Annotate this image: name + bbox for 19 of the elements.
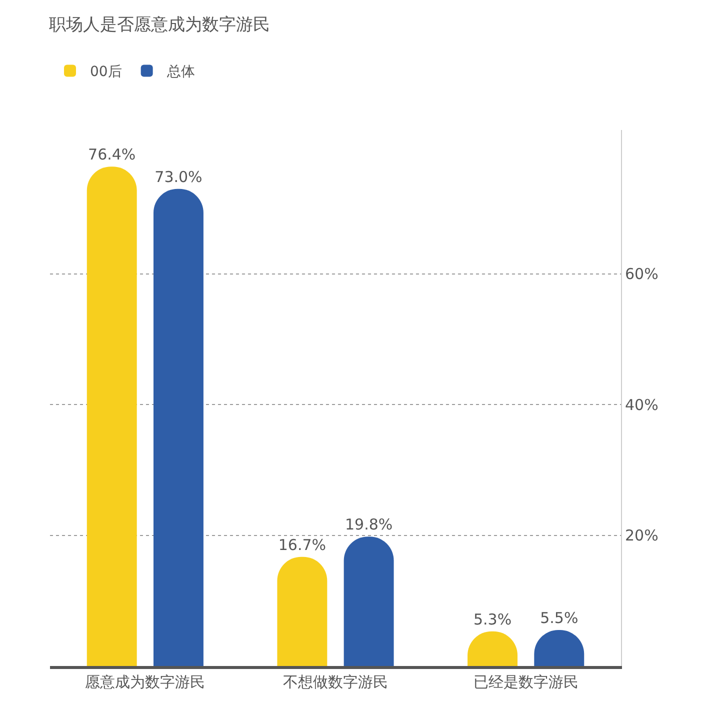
y-tick-label: 60% (625, 265, 658, 284)
bar (277, 556, 328, 666)
bar (344, 536, 394, 666)
x-tick-label: 不想做数字游民 (283, 673, 388, 691)
y-tick-label: 20% (625, 526, 658, 545)
bar (153, 188, 204, 666)
x-tick-label: 愿意成为数字游民 (85, 673, 206, 691)
data-label: 5.3% (473, 610, 512, 628)
bar (86, 166, 137, 666)
data-label: 19.8% (344, 516, 393, 534)
y-tick-label: 40% (625, 396, 658, 414)
data-label: 73.0% (154, 168, 202, 186)
chart-title: 职场人是否愿意成为数字游民 (49, 15, 270, 36)
data-label: 16.7% (278, 536, 326, 554)
legend-label: 00后 (90, 64, 122, 80)
data-label: 5.5% (540, 609, 578, 628)
legend-label: 总体 (166, 64, 195, 80)
x-tick-label: 已经是数字游民 (473, 673, 578, 691)
data-label: 76.4% (88, 146, 136, 164)
